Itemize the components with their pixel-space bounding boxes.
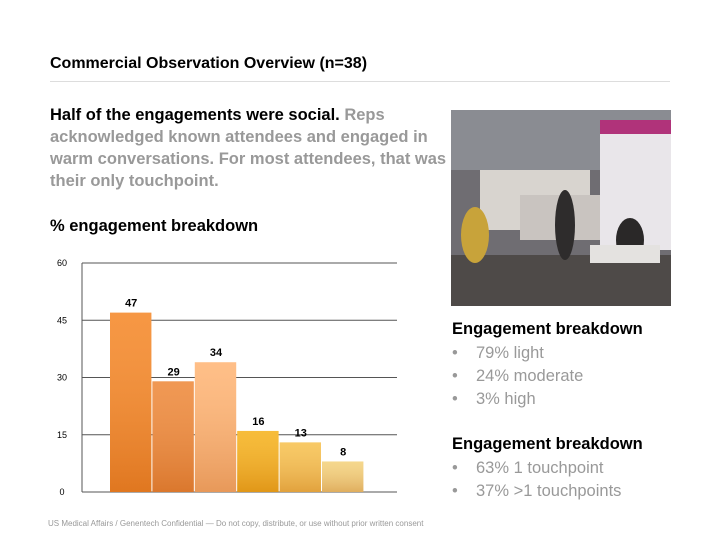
panel-heading: Engagement breakdown (452, 435, 643, 453)
footer: US Medical Affairs / Genentech Confident… (48, 519, 424, 528)
data-label: 34 (210, 347, 223, 359)
data-label: 29 (167, 366, 179, 378)
bar-shade (110, 312, 152, 492)
bar-shade (237, 430, 279, 492)
chart-title: % engagement breakdown (50, 217, 259, 235)
y-tick-label: 60 (57, 258, 67, 268)
data-label: 13 (295, 427, 307, 439)
bar-shade (322, 461, 364, 492)
bullet-text: 79% light (476, 344, 544, 362)
headline-body: Reps acknowledged known attendees and en… (50, 106, 447, 190)
headline: Half of the engagements were social. Rep… (50, 104, 450, 192)
photo (451, 110, 671, 306)
bullet-text: 37% >1 touchpoints (476, 482, 622, 500)
bullet-text: 3% high (476, 390, 536, 408)
panel-heading: Engagement breakdown (452, 320, 643, 338)
info-panel: Engagement breakdown • 63% 1 touchpoint • 37… (452, 435, 702, 503)
slide-title: Commercial Observation Overview (n=38) (50, 55, 368, 72)
y-tick-label: 15 (57, 430, 67, 440)
bullet: • (452, 390, 458, 408)
bar-shade (152, 381, 194, 492)
info-panel: Engagement breakdown • 79% light • 24% moder… (452, 320, 702, 411)
bullet-item: • 24% moderate (452, 365, 702, 388)
bullet: • (452, 367, 458, 385)
data-label: 16 (252, 416, 264, 428)
bullet: • (452, 482, 458, 500)
bullet-item: • 37% >1 touchpoints (452, 480, 702, 503)
bullet-item: • 3% high (452, 388, 702, 411)
bar-shade (279, 442, 321, 492)
data-label: 8 (340, 446, 346, 458)
bullet-text: 63% 1 touchpoint (476, 459, 604, 477)
headline-lead: Half of the engagements were social. (50, 106, 340, 124)
bullet: • (452, 459, 458, 477)
divider (50, 81, 670, 82)
y-tick-label: 45 (57, 315, 67, 325)
y-tick-label: 30 (57, 373, 67, 383)
y-tick-label: 0 (59, 487, 64, 497)
bullet-item: • 79% light (452, 342, 702, 365)
data-label: 47 (125, 298, 137, 310)
bullet-text: 24% moderate (476, 367, 584, 385)
bullet: • (452, 344, 458, 362)
bullet-item: • 63% 1 touchpoint (452, 457, 702, 480)
bar-shade (194, 362, 237, 492)
